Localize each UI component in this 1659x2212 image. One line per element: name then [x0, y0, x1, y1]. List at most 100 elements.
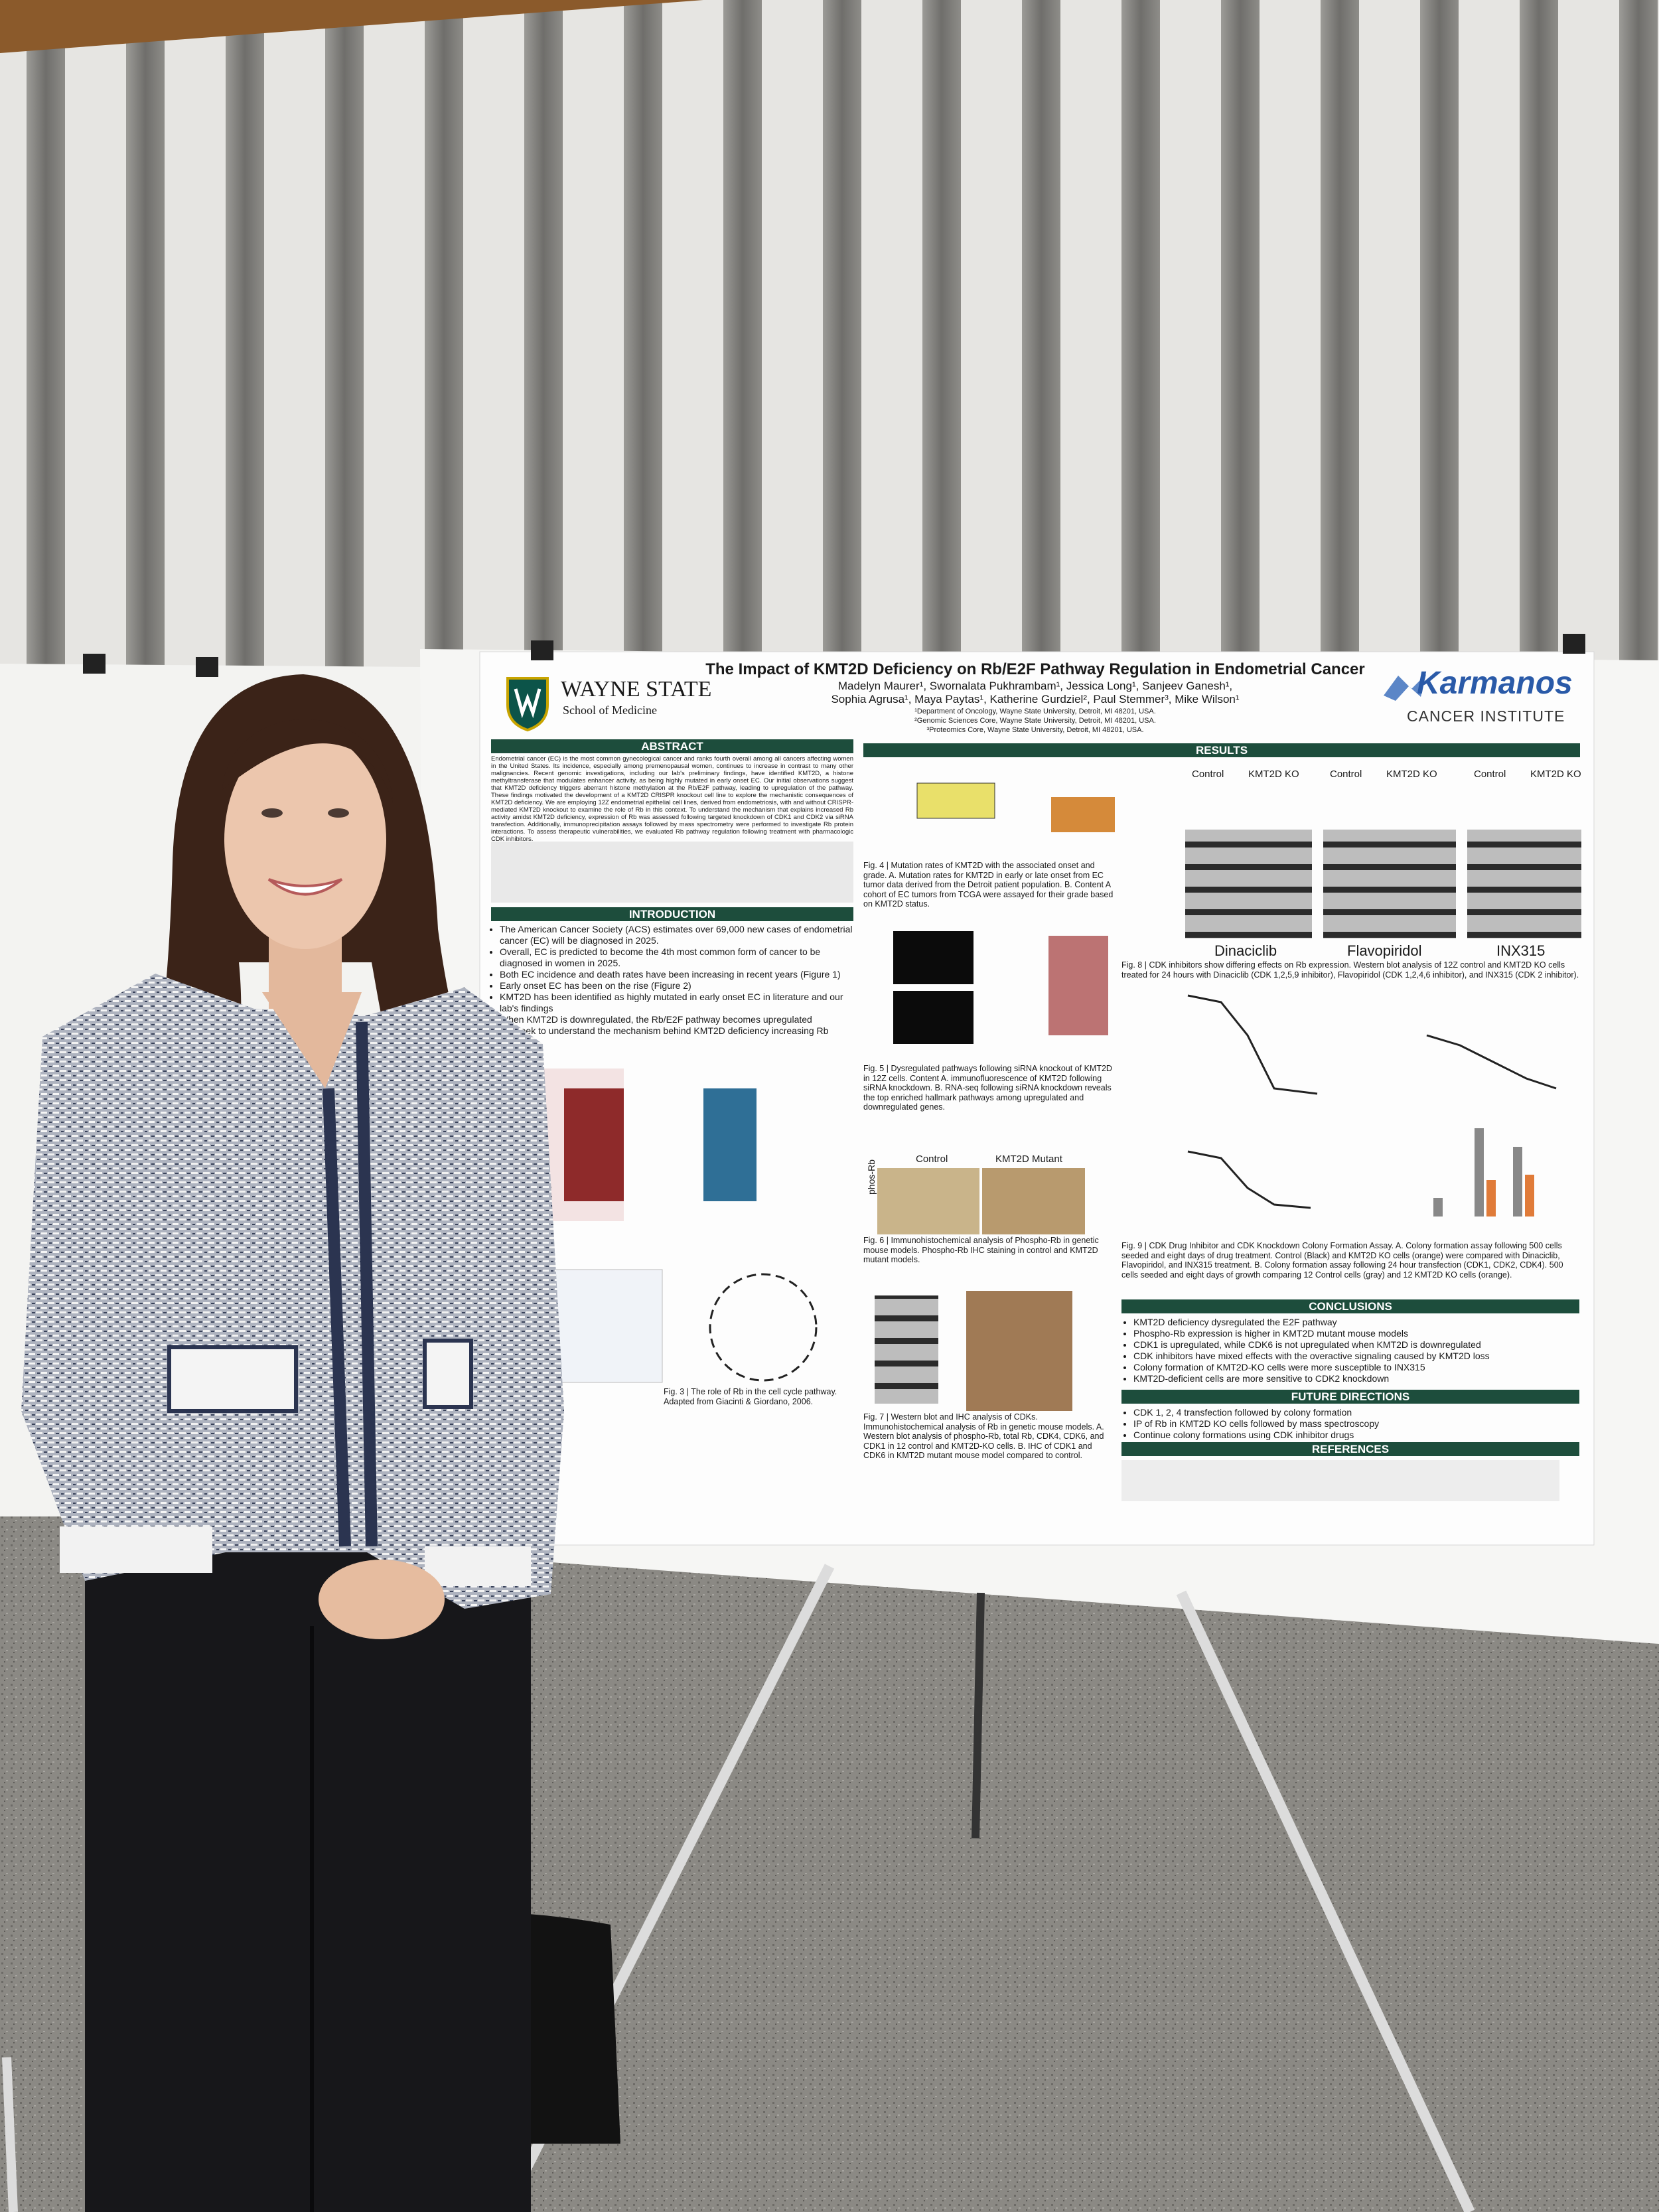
affiliation: ¹Department of Oncology, Wayne State Uni…	[914, 707, 1156, 715]
figure-caption: Fig. 8 | CDK inhibitors show differing e…	[1121, 960, 1579, 980]
author-line: Sophia Agrusa¹, Maya Paytas¹, Katherine …	[831, 693, 1240, 705]
panel-label: KMT2D KO	[1530, 769, 1581, 780]
eye	[328, 808, 349, 818]
bullet: KMT2D-deficient cells are more sensitive…	[1133, 1373, 1585, 1384]
figure-9-bar	[1525, 1175, 1534, 1217]
reference-lines	[1121, 1460, 1559, 1501]
bullet: Overall, EC is predicted to become the 4…	[500, 946, 858, 969]
cuff	[425, 1546, 531, 1586]
bullet: CDK inhibitors have mixed effects with t…	[1133, 1351, 1585, 1362]
eye	[261, 808, 283, 818]
binder-clip	[83, 654, 106, 674]
hair-front	[222, 719, 393, 803]
panel-label: KMT2D Mutant	[995, 1153, 1062, 1165]
karmanos-mark	[1384, 674, 1426, 701]
pocket	[423, 1339, 473, 1409]
sweater	[21, 974, 564, 1609]
figure-1-bars	[564, 1088, 624, 1201]
poster-title: The Impact of KMT2D Deficiency on Rb/E2F…	[705, 660, 1365, 678]
figure-3-cycle	[709, 1273, 818, 1382]
drug-label: INX315	[1496, 942, 1546, 959]
section-heading: CONCLUSIONS	[1121, 1299, 1579, 1313]
figure-9-curve	[1187, 994, 1318, 1095]
figure-9-curve	[1187, 1150, 1311, 1209]
figure-8-blot	[1323, 830, 1456, 938]
panel-label: KMT2D KO	[1386, 769, 1437, 780]
cuff	[60, 1526, 212, 1573]
figure-2-bars	[703, 1088, 757, 1201]
bullet: CDK 1, 2, 4 transfection followed by col…	[1133, 1407, 1585, 1418]
figure-8-blot	[1467, 830, 1581, 938]
figure-9-bar	[1475, 1128, 1484, 1217]
figure-9-bar	[1513, 1147, 1522, 1217]
figure-9-bar	[1433, 1198, 1443, 1217]
easel-leg	[2, 2057, 18, 2212]
neckline	[262, 992, 362, 1088]
bullet: KMT2D deficiency dysregulated the E2F pa…	[1133, 1317, 1585, 1328]
easel-leg	[972, 1592, 985, 1839]
figure-5b-bars	[1048, 936, 1108, 1035]
panel-label: Control	[1192, 769, 1224, 780]
section-heading: INTRODUCTION	[491, 907, 853, 921]
binder-clip	[1563, 634, 1585, 654]
pocket	[167, 1345, 298, 1413]
logo-name: Karmanos	[1417, 666, 1573, 701]
figure-5a-image	[893, 991, 974, 1044]
bullet: Both EC incidence and death rates have b…	[500, 969, 858, 980]
logo-w	[514, 688, 541, 719]
figure-8-blot	[1185, 830, 1312, 938]
panel-label: Control	[1330, 769, 1362, 780]
logo-subtitle: School of Medicine	[563, 703, 657, 717]
panel-label: KMT2D KO	[1248, 769, 1299, 780]
face	[224, 730, 386, 949]
bullet: IP of Rb in KMT2D KO cells followed by m…	[1133, 1418, 1585, 1430]
figure-caption: Fig. 3 | The role of Rb in the cell cycl…	[664, 1387, 837, 1406]
binder-clip	[531, 640, 553, 660]
bullet: Continue colony formations using CDK inh…	[1133, 1430, 1585, 1441]
binder-clip	[196, 657, 218, 677]
figure-7a-blot	[875, 1295, 938, 1404]
section-heading: RESULTS	[863, 743, 1580, 757]
figure-4b-bars	[1051, 797, 1115, 832]
figure-caption: Fig. 4 | Mutation rates of KMT2D with th…	[863, 861, 1114, 909]
drug-label: Flavopiridol	[1347, 942, 1422, 959]
logo-name: WAYNE STATE	[561, 677, 712, 701]
cardigan-placket	[356, 1021, 378, 1547]
smile	[267, 878, 343, 896]
bullet: Early onset EC has been on the rise (Fig…	[500, 980, 858, 992]
section-heading: FUTURE DIRECTIONS	[1121, 1390, 1579, 1404]
easel-leg	[1176, 1590, 1475, 2212]
cardigan-placket	[323, 1088, 351, 1547]
figure-7b-image	[966, 1291, 1072, 1411]
bullet-list: CDK 1, 2, 4 transfection followed by col…	[1121, 1407, 1585, 1441]
figure-6-image	[982, 1168, 1085, 1234]
figure-caption: Fig. 7 | Western blot and IHC analysis o…	[863, 1412, 1104, 1460]
figure-9-curve	[1426, 1034, 1557, 1090]
logo-subtitle: CANCER INSTITUTE	[1407, 707, 1565, 725]
bullet: Phospho-Rb expression is higher in KMT2D…	[1133, 1328, 1585, 1339]
bullet: CDK1 is upregulated, while CDK6 is not u…	[1133, 1339, 1585, 1351]
panel-label: Control	[916, 1153, 948, 1165]
bullet: When KMT2D is downregulated, the Rb/E2F …	[500, 1014, 858, 1025]
section-heading: ABSTRACT	[491, 739, 853, 753]
bullet: KMT2D has been identified as highly muta…	[500, 992, 858, 1014]
figure-9-bar	[1486, 1180, 1496, 1217]
figure-6-image	[877, 1168, 979, 1234]
author-line: Madelyn Maurer¹, Swornalata Pukhrambam¹,…	[837, 680, 1233, 692]
drug-label: Dinaciclib	[1214, 942, 1277, 959]
figure-4a-heatmap	[916, 782, 995, 819]
affiliation: ³Proteomics Core, Wayne State University…	[926, 726, 1144, 734]
figure-caption: Fig. 9 | CDK Drug Inhibitor and CDK Knoc…	[1121, 1241, 1563, 1280]
bullet: Colony formation of KMT2D-KO cells were …	[1133, 1362, 1585, 1373]
abstract-text: Endometrial cancer (EC) is the most comm…	[491, 755, 853, 843]
bullet-list: KMT2D deficiency dysregulated the E2F pa…	[1121, 1317, 1585, 1384]
figure-caption: Fig. 5 | Dysregulated pathways following…	[863, 1064, 1112, 1112]
bullet: The American Cancer Society (ACS) estima…	[500, 924, 858, 946]
panel-label: Control	[1474, 769, 1506, 780]
ceiling-wood	[0, 0, 703, 53]
figure-5a-image	[893, 931, 974, 984]
